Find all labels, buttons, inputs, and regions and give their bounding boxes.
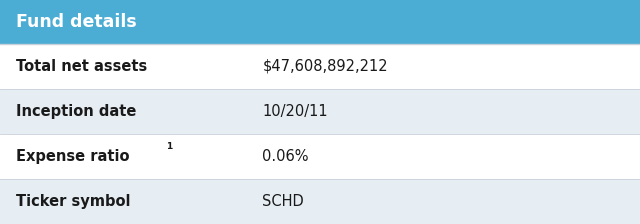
- Bar: [0, 179, 640, 224]
- Text: Expense ratio: Expense ratio: [16, 149, 129, 164]
- Text: 1: 1: [166, 142, 172, 151]
- Text: Ticker symbol: Ticker symbol: [16, 194, 131, 209]
- Text: $47,608,892,212: $47,608,892,212: [262, 59, 388, 74]
- Text: Total net assets: Total net assets: [16, 59, 147, 74]
- Text: 0.06%: 0.06%: [262, 149, 309, 164]
- Bar: [0, 0, 640, 44]
- Text: Inception date: Inception date: [16, 104, 136, 119]
- Text: SCHD: SCHD: [262, 194, 304, 209]
- Text: Fund details: Fund details: [16, 13, 137, 31]
- Text: 10/20/11: 10/20/11: [262, 104, 328, 119]
- Bar: [0, 134, 640, 179]
- Bar: [0, 44, 640, 89]
- Bar: [0, 89, 640, 134]
